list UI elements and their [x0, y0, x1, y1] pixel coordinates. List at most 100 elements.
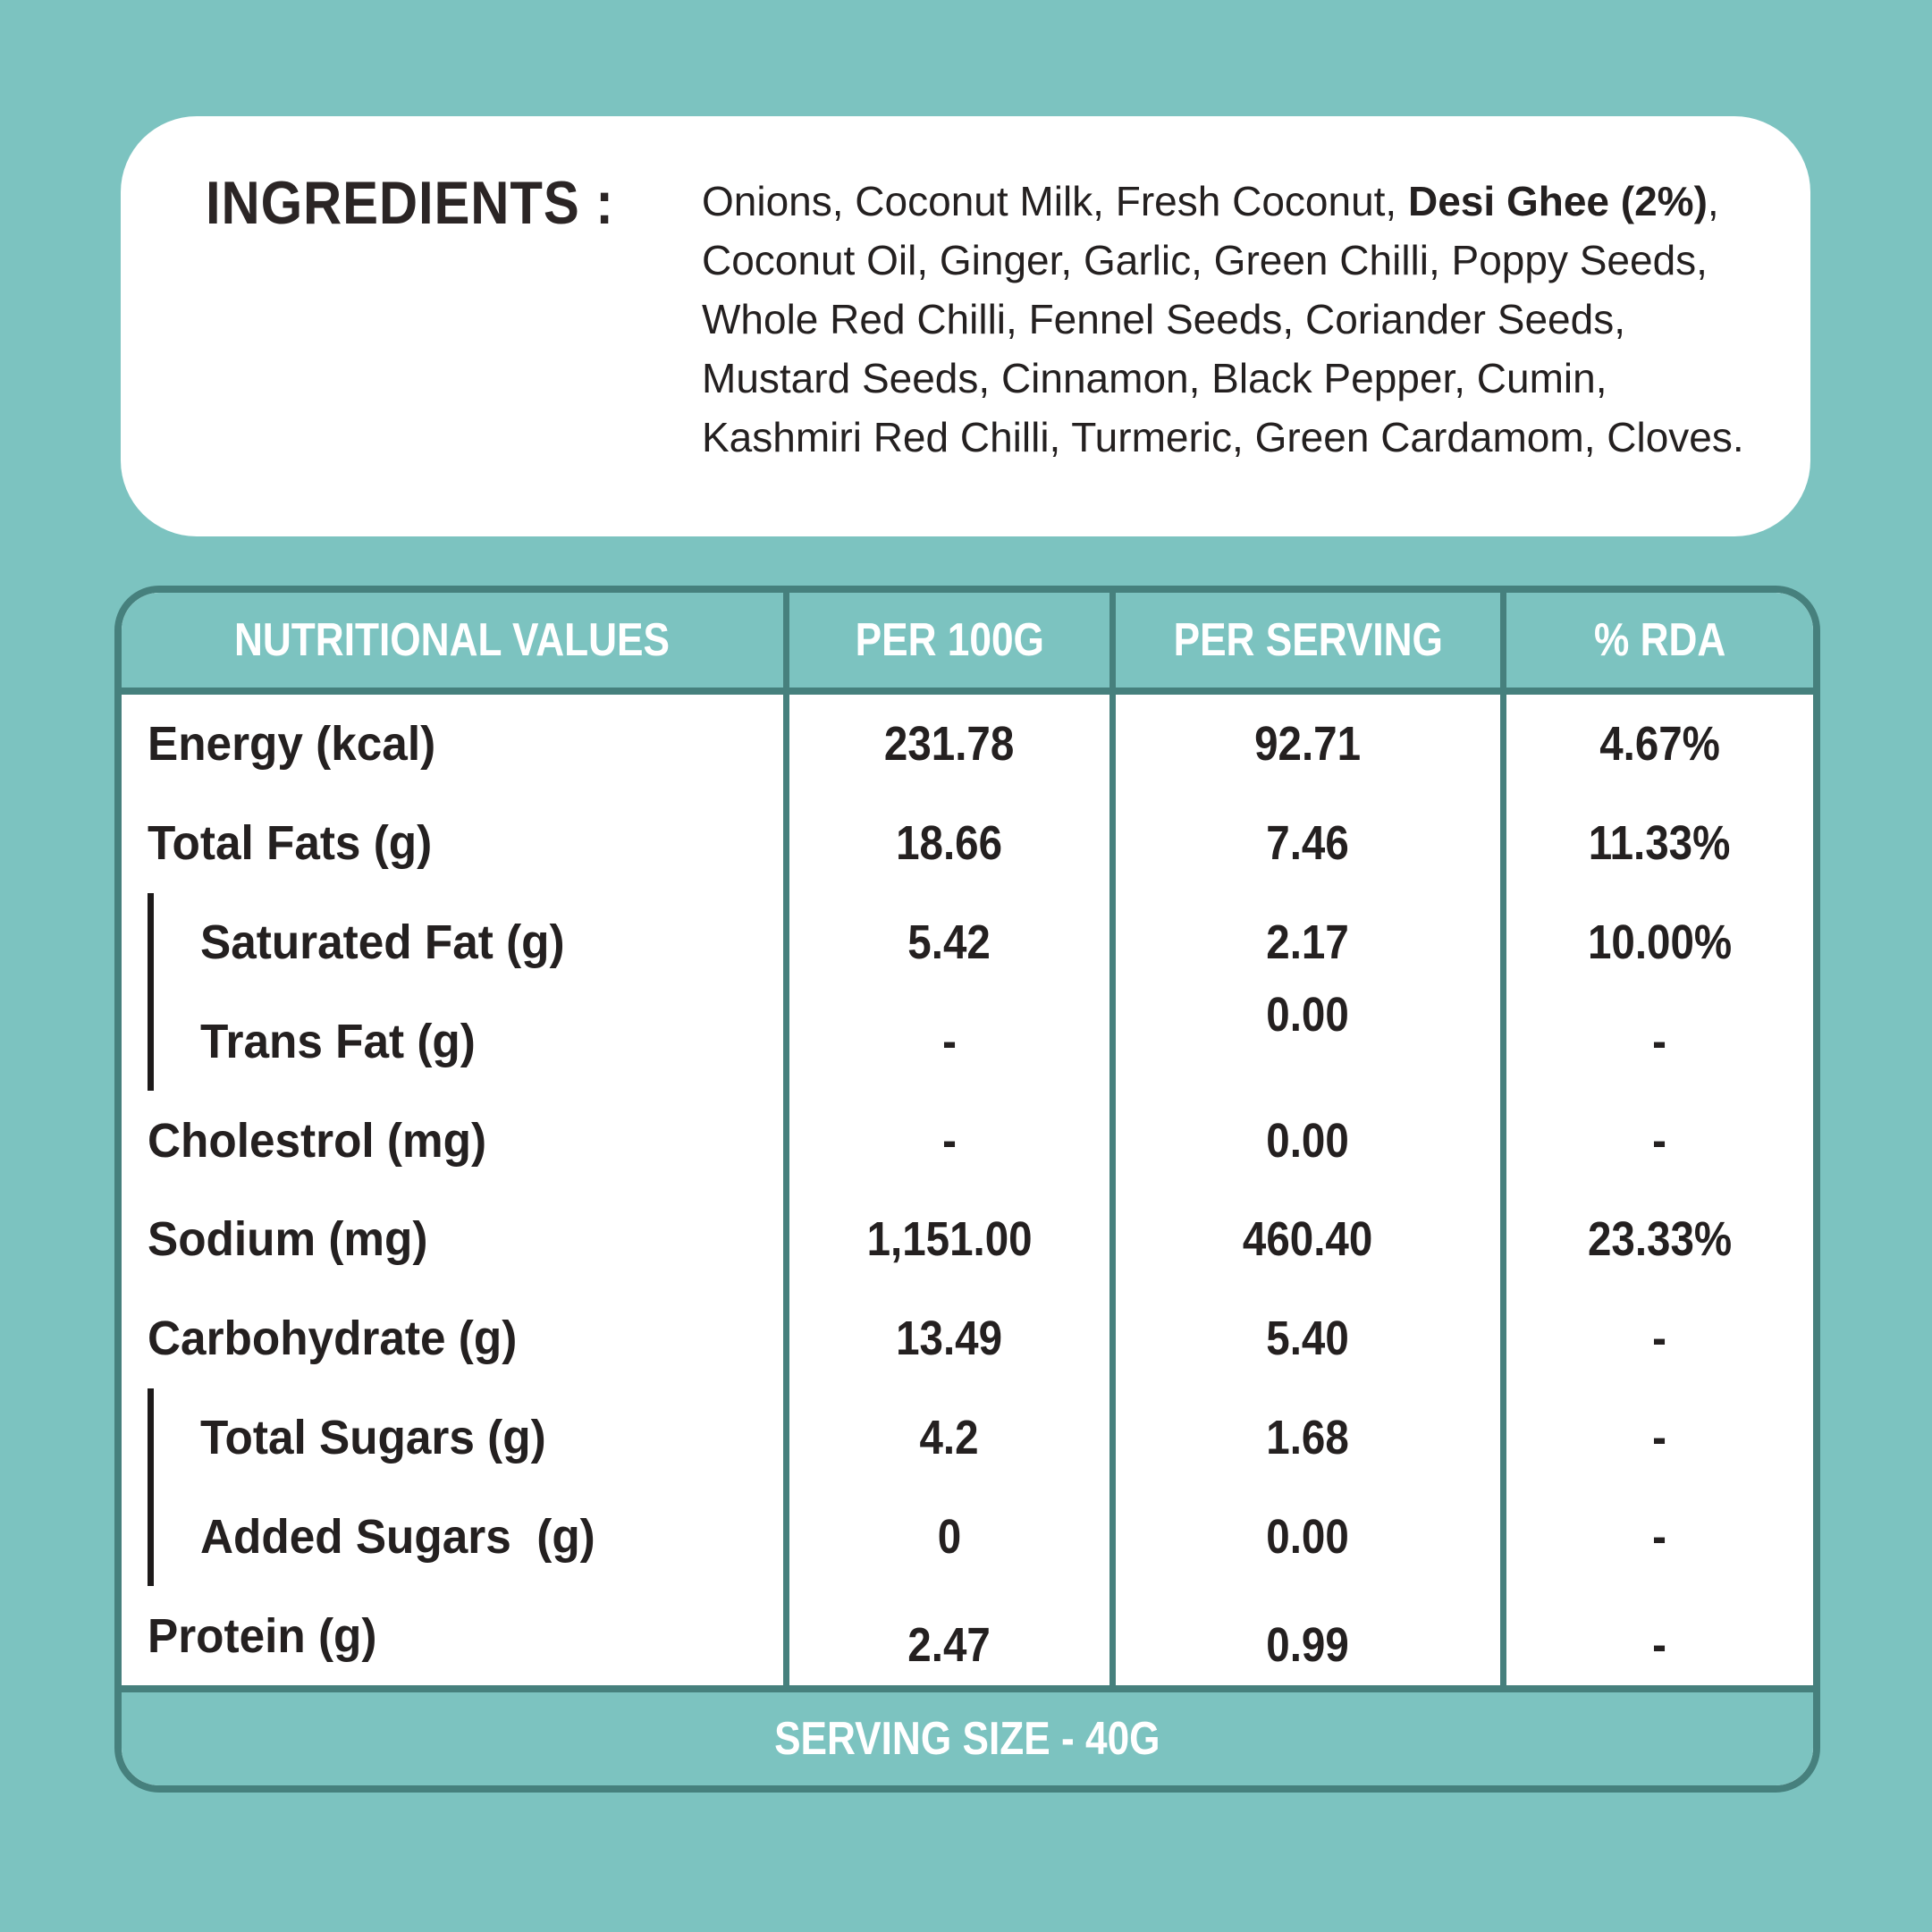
per-100g-cell: 1,151.00: [782, 1189, 1109, 1289]
nutrient-label-cell: Sodium (mg): [122, 1190, 783, 1289]
per-100g-value: 2.47: [907, 1617, 991, 1672]
per-100g-value: 13.49: [896, 1312, 1003, 1366]
rda-cell: -: [1499, 1388, 1813, 1488]
nutrition-table-header: NUTRITIONAL VALUES PER 100G PER SERVING …: [122, 593, 1813, 695]
rda-cell: -: [1499, 1091, 1813, 1190]
nutrient-label-cell: Total Fats (g): [122, 794, 783, 893]
per-100g-cell: 0: [782, 1487, 1109, 1587]
serving-size-label: SERVING SIZE - 40G: [774, 1713, 1160, 1765]
per-serving-cell: 1.68: [1109, 1388, 1500, 1488]
per-100g-value: -: [941, 1113, 957, 1168]
header-cell-per-serving: PER SERVING: [1109, 593, 1500, 688]
per-serving-value: 92.71: [1254, 717, 1362, 772]
per-100g-value: 1,151.00: [866, 1212, 1033, 1267]
per-serving-value: 0.00: [1266, 1113, 1350, 1168]
nutrient-label: Saturated Fat (g): [200, 915, 565, 969]
rda-cell: -: [1499, 991, 1813, 1092]
per-serving-value: 460.40: [1243, 1212, 1373, 1267]
ingredients-heading: INGREDIENTS :: [206, 169, 614, 237]
table-row: Sodium (mg) 1,151.00 460.40 23.33%: [122, 1189, 1813, 1289]
header-label-per-100g: PER 100G: [855, 614, 1044, 666]
per-serving-cell: 0.00: [1109, 988, 1500, 1092]
nutrition-table-body: Energy (kcal) 231.78 92.71 4.67% Total F…: [122, 695, 1813, 1685]
per-100g-cell: 231.78: [782, 695, 1109, 794]
per-serving-cell: 0.00: [1109, 1487, 1500, 1587]
per-100g-cell: 5.42: [782, 892, 1109, 992]
table-row: Cholestrol (mg) - 0.00 -: [122, 1091, 1813, 1190]
rda-cell: 4.67%: [1499, 695, 1813, 794]
nutrient-label-cell: Carbohydrate (g): [122, 1289, 783, 1388]
ingredients-text-start: Onions, Coconut Milk, Fresh Coconut,: [702, 178, 1408, 224]
per-100g-value: 5.42: [907, 915, 991, 969]
rda-value: -: [1652, 1312, 1667, 1366]
table-row: Energy (kcal) 231.78 92.71 4.67%: [122, 695, 1813, 794]
nutrient-label-cell: Saturated Fat (g): [122, 892, 783, 992]
nutrient-label-cell: Cholestrol (mg): [122, 1091, 783, 1190]
nutrition-table: NUTRITIONAL VALUES PER 100G PER SERVING …: [114, 586, 1820, 1793]
per-serving-value: 0.00: [1266, 987, 1350, 1042]
per-100g-cell: 18.66: [782, 793, 1109, 893]
per-serving-cell: 2.17: [1109, 892, 1500, 992]
table-row: Added Sugars (g) 0 0.00 -: [122, 1487, 1813, 1587]
header-label-rda: % RDA: [1593, 614, 1726, 666]
rda-cell: 11.33%: [1499, 793, 1813, 893]
per-100g-value: 18.66: [896, 816, 1003, 871]
rda-value: -: [1652, 1617, 1667, 1672]
rda-cell: -: [1499, 1586, 1813, 1685]
nutrient-label: Added Sugars (g): [200, 1509, 595, 1564]
table-row: Total Fats (g) 18.66 7.46 11.33%: [122, 793, 1813, 893]
rda-cell: -: [1499, 1288, 1813, 1388]
indent-bar: [148, 991, 154, 1092]
rda-cell: 10.00%: [1499, 892, 1813, 992]
per-serving-value: 1.68: [1266, 1410, 1350, 1464]
table-row: Carbohydrate (g) 13.49 5.40 -: [122, 1288, 1813, 1388]
nutrient-label-cell: Protein (g): [122, 1586, 783, 1685]
nutrient-label: Sodium (mg): [148, 1212, 428, 1267]
nutrient-label-cell: Added Sugars (g): [122, 1487, 783, 1587]
per-serving-cell: 0.00: [1109, 1091, 1500, 1190]
per-serving-value: 7.46: [1266, 816, 1350, 871]
rda-value: -: [1652, 1410, 1667, 1464]
per-100g-cell: 13.49: [782, 1288, 1109, 1388]
per-serving-value: 0.00: [1266, 1509, 1350, 1564]
header-cell-nutritional-values: NUTRITIONAL VALUES: [122, 593, 783, 688]
nutrition-table-footer: SERVING SIZE - 40G: [122, 1685, 1813, 1785]
header-label-per-serving: PER SERVING: [1173, 614, 1443, 666]
rda-value: 11.33%: [1589, 816, 1731, 871]
rda-cell: 23.33%: [1499, 1189, 1813, 1289]
per-100g-cell: 4.2: [782, 1388, 1109, 1488]
rda-value: 10.00%: [1587, 915, 1733, 969]
rda-value: -: [1652, 1509, 1667, 1564]
ingredients-heading-block: INGREDIENTS :: [206, 168, 702, 501]
per-100g-cell: -: [782, 1091, 1109, 1190]
ingredients-text-end: , Coconut Oil, Ginger, Garlic, Green Chi…: [702, 178, 1744, 460]
per-serving-value: 5.40: [1266, 1312, 1350, 1366]
per-100g-value: 231.78: [884, 717, 1015, 772]
table-row: Total Sugars (g) 4.2 1.68 -: [122, 1388, 1813, 1488]
header-cell-rda: % RDA: [1499, 593, 1813, 688]
rda-value: -: [1652, 1113, 1667, 1168]
nutrient-label: Trans Fat (g): [200, 1014, 476, 1068]
nutrient-label-cell: Total Sugars (g): [122, 1388, 783, 1488]
per-serving-value: 2.17: [1266, 915, 1350, 969]
table-row: Protein (g) 2.47 0.99 -: [122, 1586, 1813, 1685]
nutrient-label-cell: Trans Fat (g): [122, 991, 783, 1092]
per-100g-value: 0: [937, 1509, 962, 1564]
indent-bar: [148, 892, 154, 992]
rda-value: 4.67%: [1599, 717, 1720, 772]
per-serving-cell: 5.40: [1109, 1288, 1500, 1388]
per-serving-cell: 92.71: [1109, 695, 1500, 794]
table-row: Trans Fat (g) - 0.00 -: [122, 988, 1813, 1092]
indent-bar: [148, 1487, 154, 1587]
header-cell-per-100g: PER 100G: [782, 593, 1109, 688]
per-serving-cell: 7.46: [1109, 793, 1500, 893]
nutrient-label: Cholestrol (mg): [148, 1113, 487, 1168]
per-serving-value: 0.99: [1266, 1617, 1350, 1672]
rda-value: -: [1652, 1014, 1667, 1068]
per-serving-cell: 0.99: [1109, 1586, 1500, 1685]
nutrient-label: Energy (kcal): [148, 717, 436, 772]
per-serving-cell: 460.40: [1109, 1189, 1500, 1289]
ingredients-card: INGREDIENTS : Onions, Coconut Milk, Fres…: [121, 116, 1810, 536]
nutrient-label: Carbohydrate (g): [148, 1312, 518, 1366]
indent-bar: [148, 1388, 154, 1488]
